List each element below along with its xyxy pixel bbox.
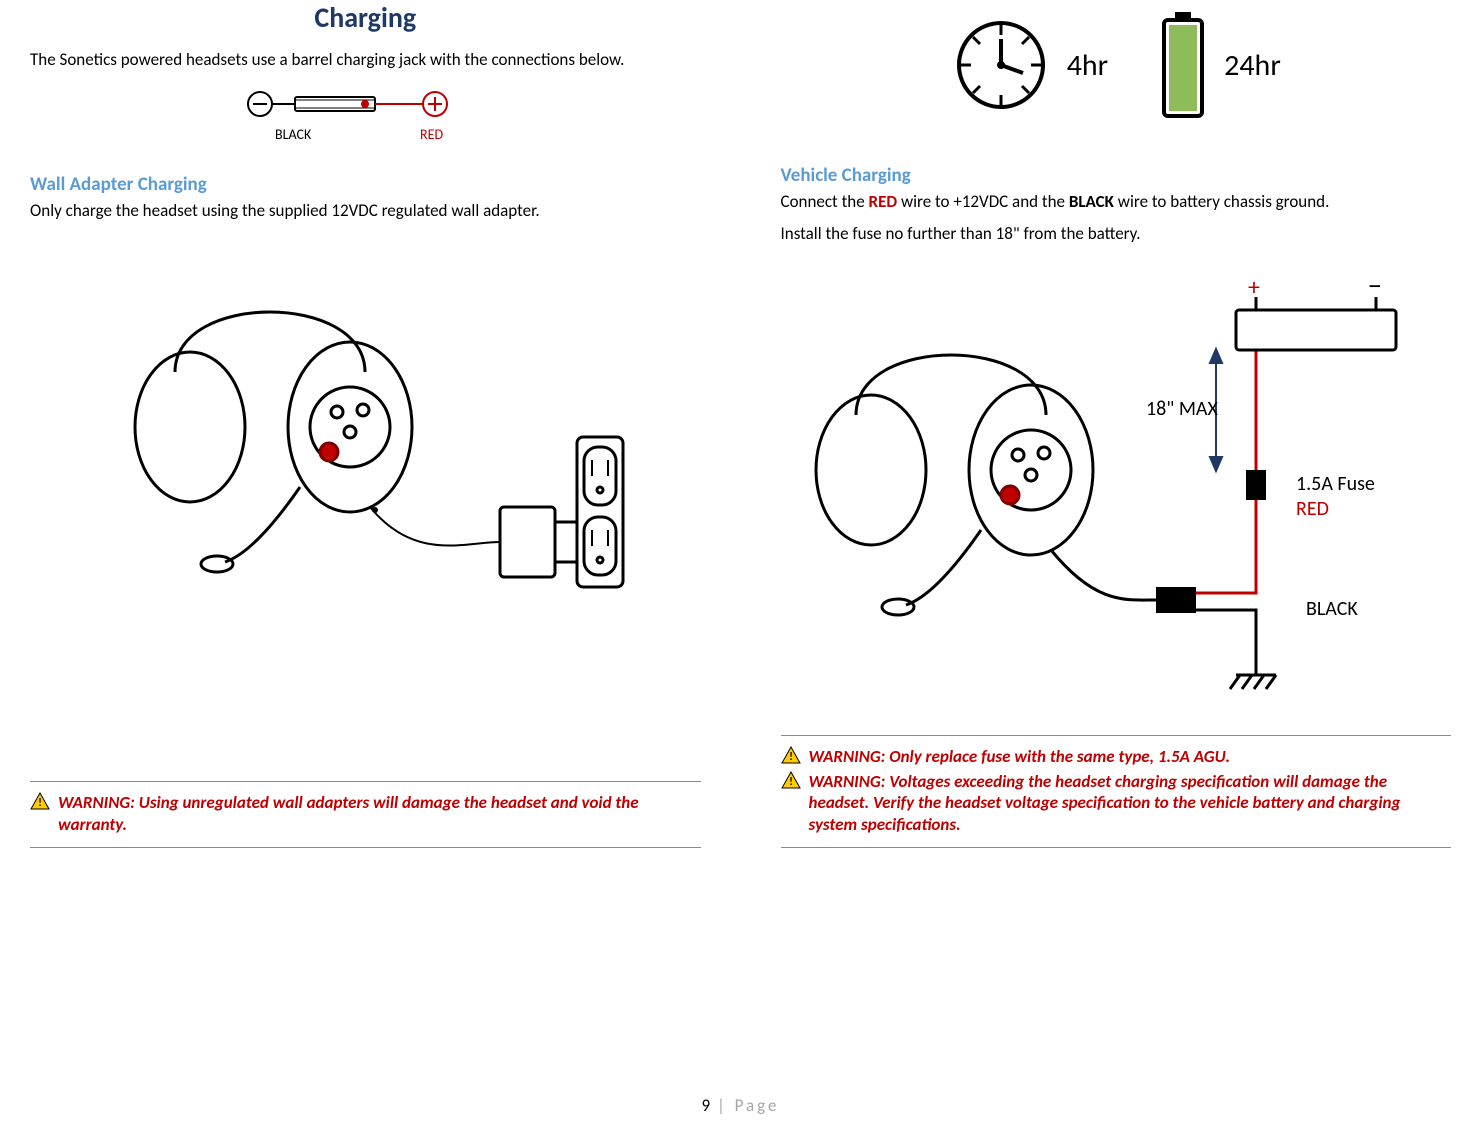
vehicle-charging-body2: Install the fuse no further than 18" fro… xyxy=(781,223,1452,245)
warning-icon: ! xyxy=(30,792,50,815)
vehicle-black-label: BLACK xyxy=(1306,597,1358,621)
right-column: 4hr 24hr Vehicle Charging Connect the RE… xyxy=(781,0,1452,848)
runtime-label: 24hr xyxy=(1224,47,1281,84)
wall-adapter-warning-text: WARNING: Using unregulated wall adapters… xyxy=(58,792,701,835)
wall-adapter-body: Only charge the headset using the suppli… xyxy=(30,200,701,222)
barrel-red-label: RED xyxy=(420,126,443,143)
battery-plus: + xyxy=(1248,275,1260,302)
vehicle-warning1-text: WARNING: Only replace fuse with the same… xyxy=(809,746,1231,767)
charge-time-info: 4hr 24hr xyxy=(781,10,1452,120)
vehicle-red-label: RED xyxy=(1296,497,1329,521)
barrel-jack-diagram: BLACK RED xyxy=(30,89,701,149)
wall-adapter-illustration xyxy=(30,252,701,672)
vehicle-fuse-label: 1.5A Fuse xyxy=(1296,472,1375,496)
svg-text:!: ! xyxy=(789,775,793,788)
vehicle-warning2-text: WARNING: Voltages exceeding the headset … xyxy=(809,771,1452,835)
page-number: 9 xyxy=(701,1095,710,1116)
vehicle-charging-subheading: Vehicle Charging xyxy=(781,164,1452,187)
warning-icon: ! xyxy=(781,746,801,769)
barrel-black-label: BLACK xyxy=(275,126,312,143)
left-column: Charging The Sonetics powered headsets u… xyxy=(30,0,701,848)
intro-paragraph: The Sonetics powered headsets use a barr… xyxy=(30,49,701,71)
vehicle-max-label: 18" MAX xyxy=(1146,397,1218,421)
charge-time-label: 4hr xyxy=(1067,47,1108,84)
page-separator: | xyxy=(710,1095,735,1116)
wall-adapter-subheading: Wall Adapter Charging xyxy=(30,173,701,196)
runtime-unit: 24hr xyxy=(1158,10,1281,120)
black-word: BLACK xyxy=(1069,191,1114,212)
page-title: Charging xyxy=(30,0,701,35)
vehicle-charging-warning-box: ! WARNING: Only replace fuse with the sa… xyxy=(781,735,1452,848)
vehicle-charging-illustration: BLACK 1.5A Fuse RED 18" MAX xyxy=(781,275,1452,715)
warning-icon: ! xyxy=(781,771,801,794)
page-word: Page xyxy=(735,1095,780,1116)
battery-icon xyxy=(1158,10,1208,120)
battery-minus: − xyxy=(1368,275,1382,303)
vehicle-charging-body1: Connect the RED wire to +12VDC and the B… xyxy=(781,191,1452,213)
red-word: RED xyxy=(869,191,898,212)
page-footer: 9 | Page xyxy=(0,1095,1481,1116)
wall-adapter-warning-box: ! WARNING: Using unregulated wall adapte… xyxy=(30,781,701,848)
svg-text:!: ! xyxy=(789,750,793,763)
clock-icon xyxy=(951,15,1051,115)
svg-text:!: ! xyxy=(38,796,42,809)
charge-time-unit: 4hr xyxy=(951,15,1108,115)
